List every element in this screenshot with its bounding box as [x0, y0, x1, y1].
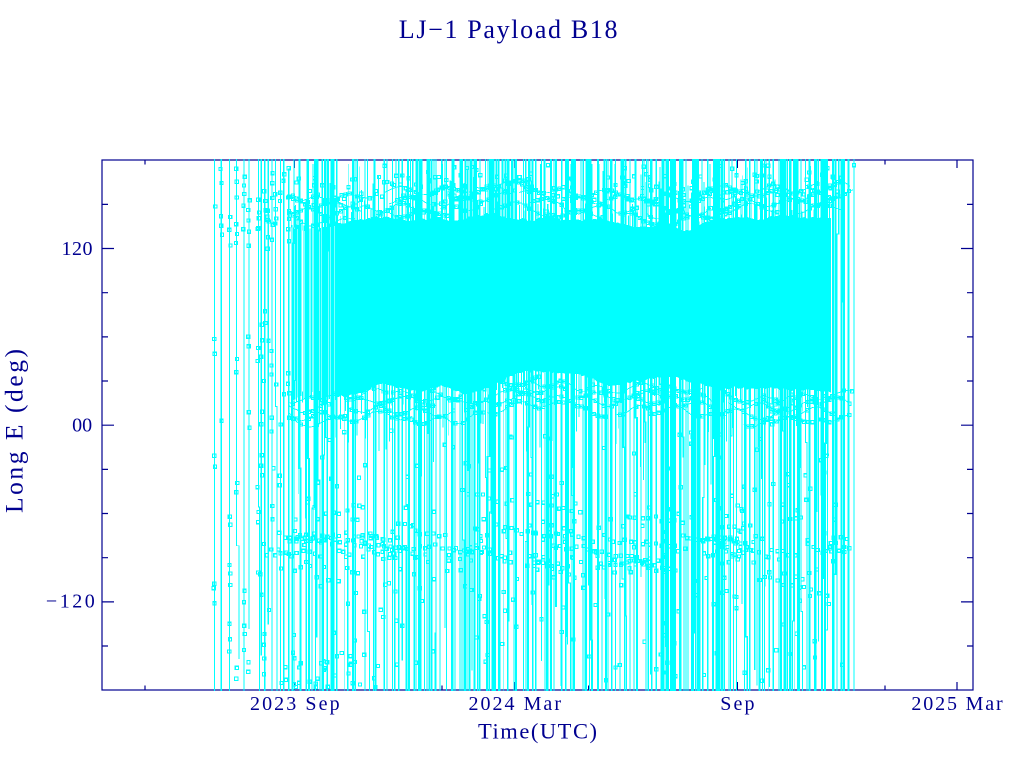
- svg-text:Long E (deg): Long E (deg): [0, 349, 29, 513]
- svg-text:2023 Sep: 2023 Sep: [250, 693, 340, 715]
- svg-text:00: 00: [72, 415, 92, 437]
- svg-text:120: 120: [62, 238, 93, 260]
- svg-text:Time(UTC): Time(UTC): [478, 719, 597, 744]
- svg-text:Sep: Sep: [720, 693, 754, 715]
- svg-text:LJ−1 Payload B18: LJ−1 Payload B18: [399, 15, 618, 44]
